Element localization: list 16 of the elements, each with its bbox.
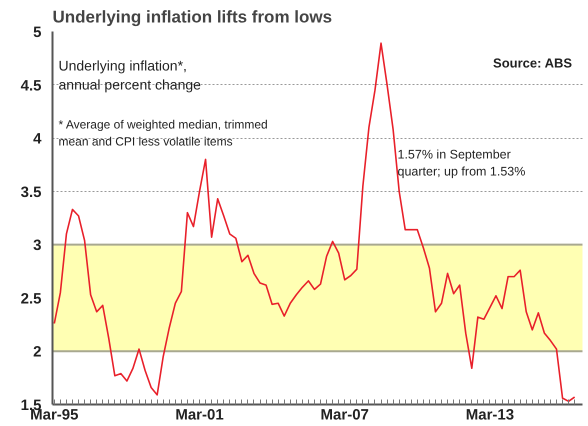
- y-tick-label: 3.5: [20, 184, 42, 201]
- annotation: * Average of weighted median, trimmed mean and CPI less volatile items: [58, 118, 268, 148]
- x-tick-label: Mar-07: [320, 406, 369, 424]
- x-tick-label: Mar-01: [175, 406, 224, 424]
- y-tick-label: 5: [33, 24, 42, 41]
- annotation: Underlying inflation*, annual percent change: [58, 58, 202, 93]
- y-tick-label: 3: [33, 237, 42, 254]
- annotation: Source: ABS: [493, 56, 572, 70]
- chart-title: Underlying inflation lifts from lows: [52, 8, 332, 26]
- x-tick-label: Mar-13: [466, 406, 514, 424]
- y-tick-label: 4.5: [20, 77, 42, 94]
- y-tick-label: 2.5: [20, 290, 42, 308]
- y-tick-label: 2: [33, 344, 42, 361]
- line-series: [54, 42, 576, 402]
- y-tick-label: 4: [33, 130, 42, 148]
- annotation: 1.57% in September quarter; up from 1.53%: [398, 148, 526, 178]
